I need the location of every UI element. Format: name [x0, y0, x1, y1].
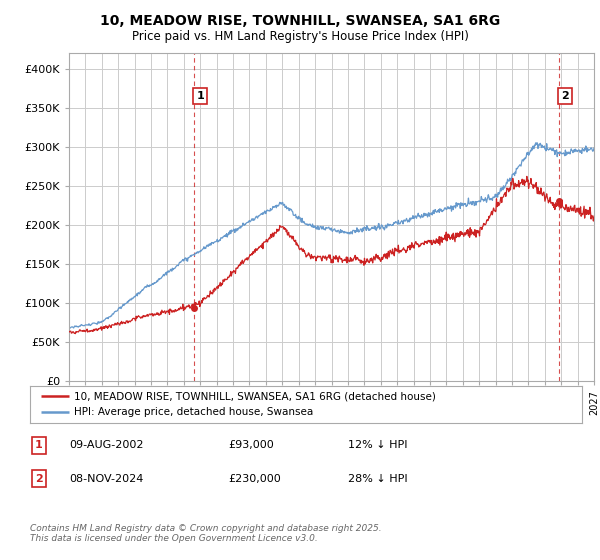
Text: 08-NOV-2024: 08-NOV-2024 [69, 474, 143, 484]
Text: HPI: Average price, detached house, Swansea: HPI: Average price, detached house, Swan… [74, 408, 313, 417]
Text: Contains HM Land Registry data © Crown copyright and database right 2025.
This d: Contains HM Land Registry data © Crown c… [30, 524, 382, 543]
Text: 09-AUG-2002: 09-AUG-2002 [69, 440, 143, 450]
Text: 12% ↓ HPI: 12% ↓ HPI [348, 440, 407, 450]
Text: £93,000: £93,000 [228, 440, 274, 450]
Text: 28% ↓ HPI: 28% ↓ HPI [348, 474, 407, 484]
Text: 2: 2 [562, 91, 569, 101]
Text: 2: 2 [35, 474, 43, 484]
Text: 10, MEADOW RISE, TOWNHILL, SWANSEA, SA1 6RG: 10, MEADOW RISE, TOWNHILL, SWANSEA, SA1 … [100, 14, 500, 28]
Text: 1: 1 [196, 91, 204, 101]
Text: Price paid vs. HM Land Registry's House Price Index (HPI): Price paid vs. HM Land Registry's House … [131, 30, 469, 43]
Text: 10, MEADOW RISE, TOWNHILL, SWANSEA, SA1 6RG (detached house): 10, MEADOW RISE, TOWNHILL, SWANSEA, SA1 … [74, 391, 436, 401]
Text: 1: 1 [35, 440, 43, 450]
Text: £230,000: £230,000 [228, 474, 281, 484]
